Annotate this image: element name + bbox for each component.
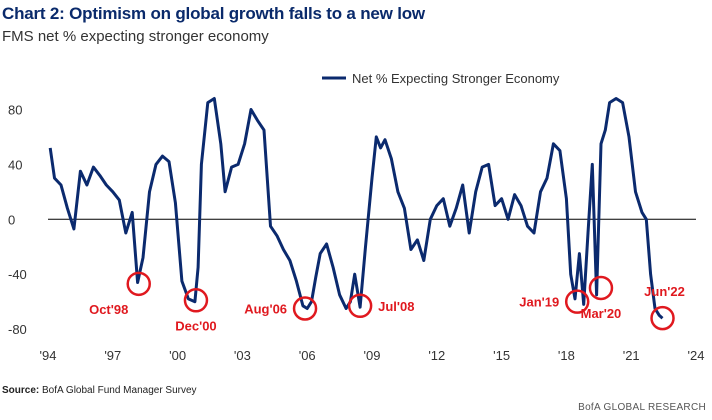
annotation-circle bbox=[650, 305, 675, 331]
source-label: Source: bbox=[2, 385, 40, 396]
annotation-circle bbox=[564, 289, 590, 314]
annotation-circle bbox=[183, 288, 209, 313]
chart-title: Chart 2: Optimism on global growth falls… bbox=[2, 4, 425, 23]
annotations: Oct'98 Dec'00 Aug'06 Jul'08 Jan'19 Mar'20 Jun'… bbox=[89, 271, 685, 333]
series-line bbox=[48, 97, 664, 320]
x-tick-label: '12 bbox=[428, 348, 445, 363]
x-axis: '94 '97 '00 '03 '06 '09 '12 '15 '18 '21 '24 bbox=[40, 348, 705, 363]
source-note: Source: BofA Global Fund Manager Survey bbox=[2, 385, 197, 396]
x-tick-label: '06 bbox=[299, 348, 316, 363]
x-tick-label: '18 bbox=[558, 348, 575, 363]
x-tick-label: '09 bbox=[364, 348, 381, 363]
x-tick-label: '15 bbox=[493, 348, 510, 363]
y-tick-label: 40 bbox=[8, 157, 22, 172]
annotation-circle bbox=[347, 293, 373, 319]
annotation-label: Dec'00 bbox=[175, 318, 216, 333]
x-tick-label: '00 bbox=[169, 348, 186, 363]
x-tick-label: '03 bbox=[234, 348, 251, 363]
x-tick-label: '21 bbox=[623, 348, 640, 363]
legend: Net % Expecting Stronger Economy bbox=[322, 71, 560, 86]
x-tick-label: '97 bbox=[104, 348, 121, 363]
annotation-label: Oct'98 bbox=[89, 302, 128, 317]
annotation-label: Mar'20 bbox=[581, 306, 622, 321]
annotation-label: Jan'19 bbox=[519, 295, 559, 310]
y-tick-label: -40 bbox=[8, 267, 27, 282]
y-tick-label: 80 bbox=[8, 102, 22, 117]
annotation-circle bbox=[126, 271, 151, 297]
legend-label: Net % Expecting Stronger Economy bbox=[352, 71, 560, 86]
annotation-label: Jun'22 bbox=[644, 284, 685, 299]
chart-subtitle: FMS net % expecting stronger economy bbox=[2, 28, 269, 45]
y-tick-label: 0 bbox=[8, 212, 15, 227]
annotation-label: Jul'08 bbox=[378, 299, 414, 314]
y-axis: -80 -40 0 40 80 bbox=[8, 102, 27, 337]
y-tick-label: -80 bbox=[8, 322, 27, 337]
annotation-label: Aug'06 bbox=[244, 302, 287, 317]
x-tick-label: '94 bbox=[40, 348, 57, 363]
brand-label: BofA GLOBAL RESEARCH bbox=[578, 402, 706, 413]
source-text: BofA Global Fund Manager Survey bbox=[42, 385, 197, 396]
x-tick-label: '24 bbox=[688, 348, 705, 363]
annotation-circle bbox=[588, 275, 614, 301]
annotation-circle bbox=[292, 296, 318, 321]
